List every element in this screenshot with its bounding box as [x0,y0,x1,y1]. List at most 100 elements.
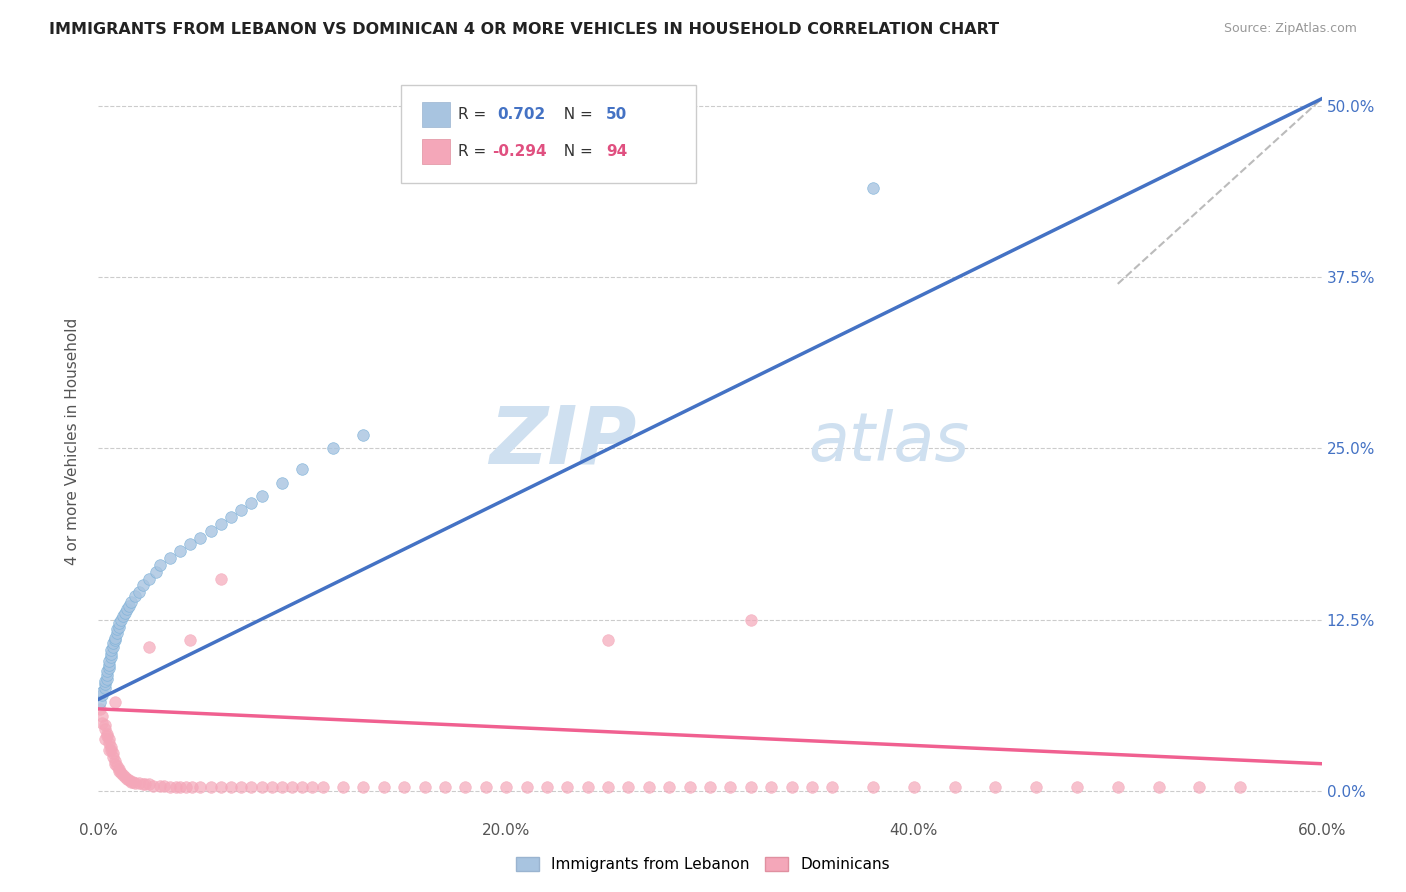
Point [128,585,150,599]
Point [100,647,122,661]
Text: 50: 50 [606,107,627,121]
Point [1066,780,1088,794]
Point [270,475,294,490]
Point [93,718,115,732]
Point [96,664,118,678]
Point [352,427,374,442]
Point [209,572,232,586]
Point [801,780,824,794]
Point [93,674,115,689]
Point [100,643,122,657]
Text: -0.294: -0.294 [492,145,547,159]
Point [132,777,155,791]
Point [780,780,803,794]
Point [179,537,201,551]
Point [260,780,283,794]
Point [89,702,111,716]
Point [100,740,122,755]
Point [536,780,558,794]
Point [114,606,136,620]
Point [1188,780,1211,794]
Point [159,551,181,566]
Point [108,615,131,630]
Point [903,780,925,794]
Point [149,779,172,793]
Point [598,780,620,794]
Point [124,776,146,790]
Point [598,633,620,648]
Point [219,780,242,794]
Point [100,743,122,757]
Point [434,780,457,794]
Text: R =: R = [458,145,492,159]
Point [101,636,124,650]
Point [332,780,354,794]
Point [658,780,681,794]
Point [96,726,118,740]
Point [97,732,120,747]
Point [104,754,127,768]
Point [373,780,395,794]
Point [104,695,127,709]
Point [1025,780,1047,794]
Point [97,661,120,675]
Point [97,654,120,668]
Point [120,774,142,789]
Point [105,626,128,640]
Point [179,633,201,648]
Point [101,640,124,655]
Point [209,780,232,794]
Point [862,780,884,794]
Point [91,715,114,730]
Point [943,780,966,794]
Point [89,695,111,709]
Point [240,496,263,510]
Point [165,780,187,794]
Point [118,773,141,788]
Point [188,531,212,545]
Point [250,780,273,794]
Point [111,608,134,623]
Point [761,780,783,794]
Point [169,780,191,794]
Point [576,780,599,794]
Point [104,756,127,771]
Text: N =: N = [554,107,598,121]
Point [301,780,323,794]
Point [93,723,115,737]
Point [516,780,538,794]
Text: Source: ZipAtlas.com: Source: ZipAtlas.com [1223,22,1357,36]
Point [718,780,742,794]
Legend: Immigrants from Lebanon, Dominicans: Immigrants from Lebanon, Dominicans [509,849,897,880]
Point [862,181,884,195]
Point [152,779,174,793]
Point [219,510,242,524]
Point [118,599,141,613]
Point [984,780,1007,794]
Point [250,489,273,503]
Point [392,780,416,794]
Point [115,602,138,616]
Point [200,780,222,794]
Point [111,767,134,781]
Point [495,780,517,794]
Point [200,524,222,538]
Point [322,442,344,456]
Point [96,672,118,686]
Point [699,780,721,794]
Text: R =: R = [458,107,492,121]
Point [110,766,132,780]
Point [128,776,150,790]
Text: ZIP: ZIP [489,402,637,481]
Point [149,558,172,572]
Point [174,780,197,794]
Point [97,658,120,673]
Point [209,516,232,531]
Point [454,780,477,794]
Point [231,780,253,794]
Point [97,743,120,757]
Point [1229,780,1251,794]
Point [108,764,131,778]
Point [101,746,124,760]
Point [91,708,114,723]
